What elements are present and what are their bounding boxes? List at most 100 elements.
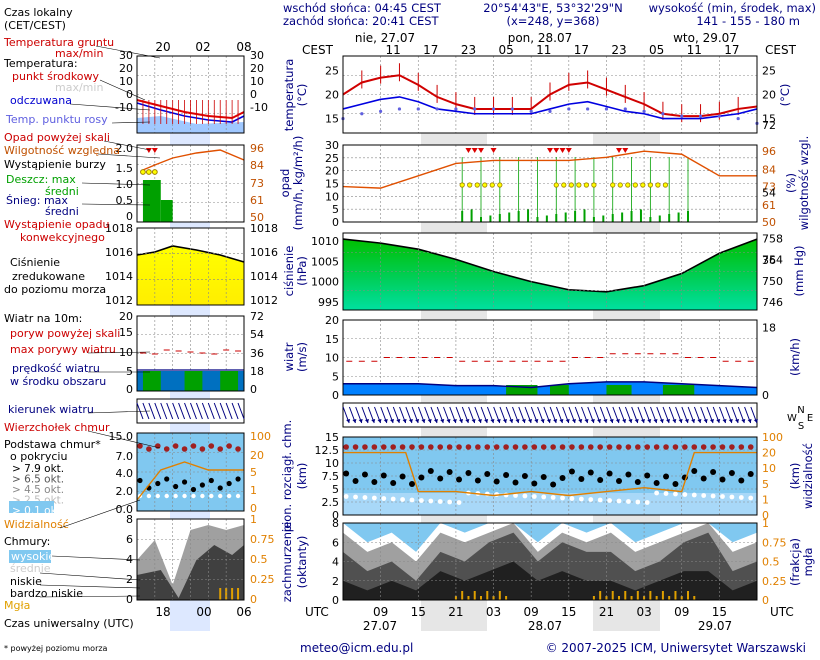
vis-axis-unit: (km)	[788, 463, 802, 490]
storm-marker	[489, 182, 495, 188]
legend-wind-arrow	[207, 402, 215, 420]
legend-cloud-base2: o pokryciu	[10, 450, 67, 463]
precip-above-marker	[465, 148, 472, 153]
legend-utc-hour: 18	[155, 605, 170, 619]
legend-cf-frame	[136, 518, 245, 601]
pressure-axis-title: ciśnienie	[282, 246, 296, 297]
wind-arrow-head	[609, 419, 614, 423]
wind-arrow-head	[433, 419, 438, 423]
sunrise-text: wschód słońca: 04:45 CEST	[283, 1, 442, 15]
legend-pres-line	[136, 245, 245, 263]
fog-bar	[454, 596, 457, 600]
cest-label-left: CEST	[302, 43, 334, 57]
date-label-1: 27.07	[363, 619, 397, 633]
top-hour: 17	[724, 43, 739, 57]
precip-above-marker	[490, 148, 497, 153]
wind-arrow-head	[415, 419, 420, 423]
cloudbase-marker	[446, 469, 453, 475]
legend-pres-frame	[136, 227, 245, 306]
temp-axis-unit-right: (°C)	[778, 84, 792, 107]
cloudbase-marker	[672, 481, 679, 487]
legend-soil-temp: Temperatura gruntu	[3, 36, 114, 49]
legend-cloudtop	[217, 446, 224, 452]
wind-arrow-head	[352, 419, 357, 423]
legend-wind-arrow	[184, 402, 191, 420]
email-link[interactable]: meteo@icm.edu.pl	[300, 641, 413, 655]
top-hour: 23	[611, 43, 626, 57]
legend-visibility: Widzialność	[4, 518, 69, 531]
legend-wind-tick: 5	[126, 365, 133, 378]
cloudfrac-axis-title: zachmurzenie	[280, 522, 294, 603]
fog-bar	[636, 591, 639, 600]
storm-marker	[482, 182, 488, 188]
legend-connector	[69, 103, 151, 111]
legend-fog-bar	[219, 588, 222, 600]
cloudbase-tick: 15	[325, 431, 339, 444]
fog-tick: 0.75	[762, 536, 787, 549]
fog-bar	[480, 596, 482, 600]
wind-green	[662, 385, 695, 395]
cloudfrac-frame	[342, 522, 758, 601]
wind-arrow-head	[377, 419, 382, 423]
fog-bar	[461, 591, 464, 600]
legend-okt: > 6.5 okt.	[12, 474, 64, 486]
cloudbase-low	[343, 493, 757, 515]
humidity-line	[342, 150, 757, 189]
precip-axis-title: opad	[278, 169, 292, 198]
precip-bg	[343, 145, 757, 222]
legend-local-hour: 02	[195, 40, 210, 54]
legend-connector	[87, 410, 151, 414]
cloudbase-thin	[560, 495, 565, 501]
precip-tick: 10	[325, 190, 339, 203]
cloud-top-marker	[362, 444, 368, 450]
legend-cb-marker	[208, 477, 214, 484]
legend-okt: > 0.1 okt.	[12, 505, 64, 517]
cloud-top-marker	[747, 444, 754, 450]
fog-bar	[693, 596, 696, 600]
fog-bar	[611, 591, 614, 600]
visibility-tick: 5	[762, 478, 769, 491]
legend-connector	[103, 140, 151, 151]
cloud-top-marker	[729, 444, 735, 450]
legend-kmh-tick: 54	[250, 328, 264, 341]
wind-arrow-head	[515, 419, 520, 423]
legend-fog-tick: 0.25	[250, 573, 275, 586]
fog-tick: 1	[762, 517, 769, 530]
cloudbase-marker	[484, 471, 491, 477]
legend-rain-max	[142, 180, 161, 222]
legend-utc-hour: 06	[236, 605, 251, 619]
mmhg-tick: 758	[762, 232, 783, 245]
legend-cb-thin	[164, 493, 169, 499]
pressure-tick: 1005	[311, 255, 339, 268]
wind-arrow-head	[427, 419, 432, 423]
wind-arrow-head	[364, 419, 369, 423]
wind-arrow-head	[390, 419, 395, 423]
precip-above-marker	[553, 148, 560, 153]
legend-wind-arrow	[190, 402, 197, 420]
legend-wind-frame	[136, 315, 245, 392]
legend-mean: średni	[45, 185, 79, 198]
cloudbase-thin	[409, 497, 415, 503]
dew-point	[567, 107, 571, 111]
dew-point	[698, 114, 703, 118]
wind-arrow-head	[509, 419, 514, 423]
fog-axis-title: mgła	[801, 548, 815, 577]
legend-prec-tick: 2.0	[116, 142, 134, 155]
pressure-line	[342, 238, 758, 293]
cloud-top-marker	[380, 444, 387, 450]
wind-arrow-head	[371, 419, 376, 423]
legend-okt: > 7.9 okt.	[12, 463, 64, 475]
visibility-tick: 0	[762, 509, 769, 522]
legend-temp-tick-r: 20	[250, 62, 264, 75]
dew-point	[661, 112, 665, 116]
wind-arrow-head	[546, 419, 551, 423]
precip-tick: 5	[332, 203, 339, 216]
dew-point	[642, 109, 646, 113]
legend-hum-tick: 73	[250, 177, 264, 190]
cloud-top-marker	[587, 444, 594, 450]
bottom-hours: 09 15 21 03 09 15 21 03 09 15	[373, 605, 727, 619]
cloud-top-marker	[475, 444, 481, 450]
precip-above-marker	[565, 148, 572, 153]
cloud-top-marker	[691, 444, 698, 450]
legend-cloudtop	[172, 443, 179, 449]
